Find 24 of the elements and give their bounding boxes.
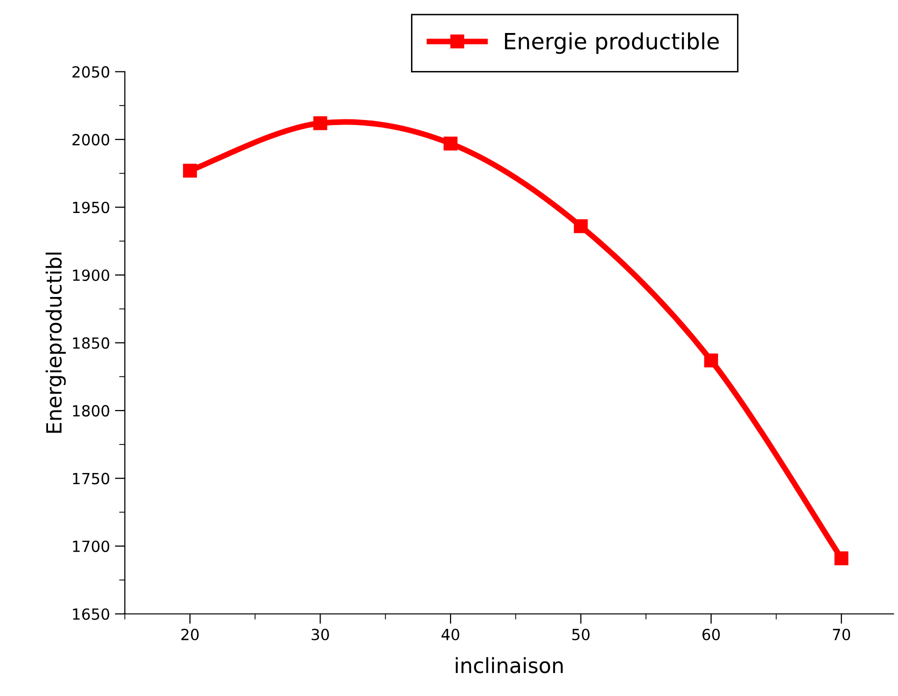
- y-tick-label: 1750: [73, 472, 110, 484]
- point: [574, 219, 588, 234]
- y-tick-label: 1700: [73, 540, 110, 552]
- x-tick-label: 30: [312, 628, 329, 640]
- y-tick-label: 1850: [73, 337, 110, 349]
- point: [444, 136, 458, 150]
- y-tick-label: 1950: [73, 202, 110, 214]
- point: [704, 353, 718, 368]
- y-tick-label: 2000: [72, 134, 110, 146]
- point: [313, 116, 328, 130]
- x-tick-label: 70: [832, 628, 850, 640]
- x-tick-label: 60: [702, 628, 720, 640]
- y-tick-label: 1900: [73, 269, 110, 282]
- x-tick-label: 50: [572, 628, 590, 640]
- legend-label: Energie productible: [504, 32, 719, 54]
- y-tick-label: 1800: [73, 405, 110, 417]
- y-tick-label: 2050: [72, 66, 110, 78]
- point: [183, 164, 197, 178]
- y-tick-label: 1650: [73, 608, 110, 620]
- x-tick-label: 20: [181, 628, 199, 640]
- point: [834, 551, 848, 566]
- y-axis-title: Energieproductibl: [46, 252, 66, 433]
- x-axis-title: inclinaison: [456, 657, 563, 674]
- x-tick-label: 40: [442, 628, 460, 640]
